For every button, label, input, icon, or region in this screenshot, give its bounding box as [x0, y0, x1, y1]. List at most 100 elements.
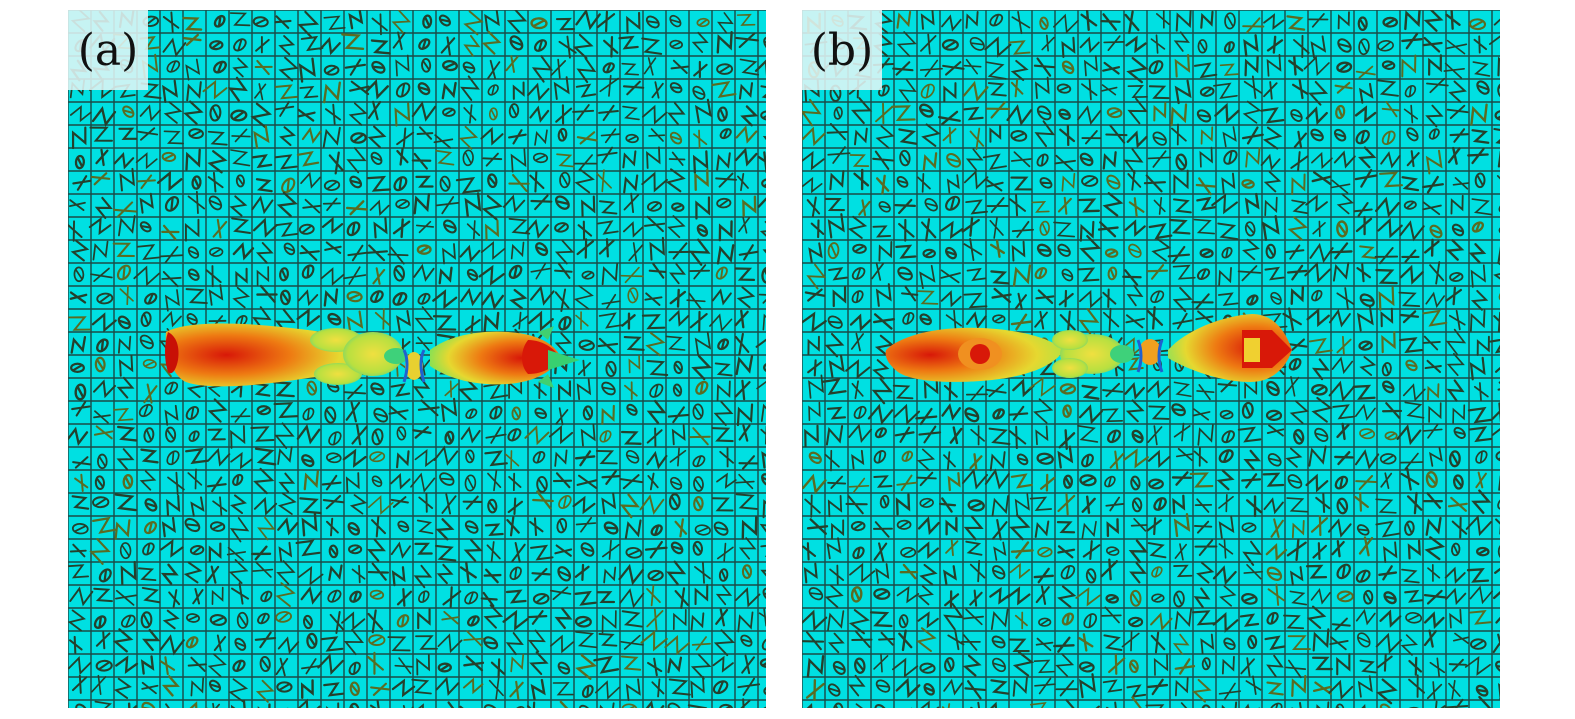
spin-glyph — [1332, 404, 1356, 420]
spin-glyph — [69, 105, 92, 123]
spin-glyph — [373, 217, 388, 239]
spin-glyph — [526, 701, 543, 708]
spin-glyph — [944, 657, 955, 673]
spin-glyph — [717, 106, 728, 122]
spin-glyph — [1195, 310, 1214, 324]
spin-glyph — [1079, 474, 1097, 487]
spin-glyph — [96, 338, 109, 353]
spin-glyph — [1331, 356, 1354, 375]
spin-glyph — [433, 134, 454, 149]
spin-glyph — [1199, 86, 1215, 97]
spin-glyph — [484, 450, 508, 467]
spin-glyph — [949, 426, 963, 445]
spin-glyph — [1059, 383, 1077, 395]
spin-glyph — [1286, 497, 1308, 513]
spin-glyph — [1216, 469, 1235, 491]
spin-glyph — [1151, 566, 1163, 578]
spin-glyph — [828, 632, 845, 654]
spin-glyph — [442, 107, 456, 117]
spin-glyph — [821, 378, 847, 395]
spin-glyph — [625, 546, 643, 559]
spin-glyph — [166, 60, 181, 73]
spin-glyph — [691, 355, 712, 381]
spin-glyph — [463, 630, 485, 647]
spin-glyph — [1382, 380, 1395, 394]
spin-glyph — [917, 516, 940, 536]
spin-glyph — [1310, 515, 1329, 537]
spin-glyph — [188, 128, 204, 139]
spin-glyph — [231, 128, 251, 143]
spin-glyph — [1426, 681, 1443, 701]
spin-glyph — [966, 267, 987, 282]
spin-glyph — [208, 679, 222, 693]
spin-glyph — [117, 425, 138, 442]
spin-glyph — [328, 544, 339, 559]
spin-glyph — [943, 381, 958, 402]
spin-glyph — [1285, 244, 1305, 260]
spin-glyph — [1289, 400, 1309, 425]
spin-glyph — [550, 58, 567, 79]
spin-glyph — [899, 149, 911, 167]
spin-glyph — [371, 428, 384, 446]
spin-glyph — [1476, 546, 1490, 557]
spin-glyph — [160, 563, 179, 585]
spin-glyph — [295, 539, 321, 557]
spin-glyph — [1082, 540, 1101, 560]
spin-glyph — [207, 398, 228, 423]
spin-glyph — [802, 609, 828, 632]
spin-glyph — [1355, 65, 1376, 79]
spin-glyph — [1167, 245, 1191, 264]
spin-glyph — [395, 82, 411, 98]
spin-glyph — [162, 11, 180, 34]
spin-glyph — [1079, 220, 1095, 242]
spin-glyph — [559, 171, 571, 189]
spin-glyph — [802, 631, 825, 651]
spin-glyph — [185, 58, 201, 81]
spin-glyph — [874, 334, 895, 358]
spin-glyph — [1473, 35, 1488, 54]
spin-glyph — [557, 566, 571, 582]
spin-glyph — [437, 662, 452, 673]
spin-glyph — [894, 198, 916, 215]
spin-glyph — [505, 589, 527, 604]
spin-glyph — [849, 313, 872, 332]
spin-glyph — [990, 608, 1009, 630]
spin-glyph — [1311, 171, 1332, 186]
spin-glyph — [227, 76, 248, 102]
spin-glyph — [740, 105, 759, 127]
spin-glyph — [75, 703, 88, 708]
spin-glyph — [1379, 453, 1397, 465]
spin-glyph — [673, 360, 683, 375]
spin-glyph — [507, 428, 522, 442]
spin-glyph — [1200, 704, 1212, 708]
panel-b-glyph-field — [802, 10, 1500, 708]
spin-glyph — [438, 266, 453, 285]
spin-glyph — [739, 58, 760, 76]
spin-glyph — [396, 127, 415, 148]
spin-glyph — [1121, 630, 1140, 652]
spin-glyph — [369, 199, 390, 216]
spin-glyph — [1468, 18, 1487, 31]
spin-glyph — [1246, 294, 1259, 306]
spin-glyph — [1359, 428, 1376, 440]
spin-glyph — [1493, 10, 1500, 29]
spin-glyph — [232, 473, 244, 486]
spin-glyph — [1101, 408, 1124, 423]
spin-glyph — [947, 629, 965, 651]
spin-glyph — [1444, 698, 1469, 708]
spin-glyph — [1291, 78, 1309, 100]
spin-glyph — [91, 106, 117, 127]
spin-glyph — [1266, 35, 1284, 54]
spin-glyph — [735, 32, 759, 49]
spin-glyph — [1081, 520, 1097, 539]
spin-glyph — [323, 15, 346, 31]
spin-glyph — [1475, 450, 1488, 464]
spin-glyph — [1466, 568, 1490, 583]
spin-glyph — [459, 561, 477, 584]
spin-glyph — [164, 289, 180, 312]
spin-glyph — [599, 430, 612, 443]
spin-glyph — [919, 103, 934, 118]
spin-glyph — [826, 537, 842, 560]
spin-glyph — [250, 426, 275, 442]
spin-glyph — [716, 63, 734, 75]
